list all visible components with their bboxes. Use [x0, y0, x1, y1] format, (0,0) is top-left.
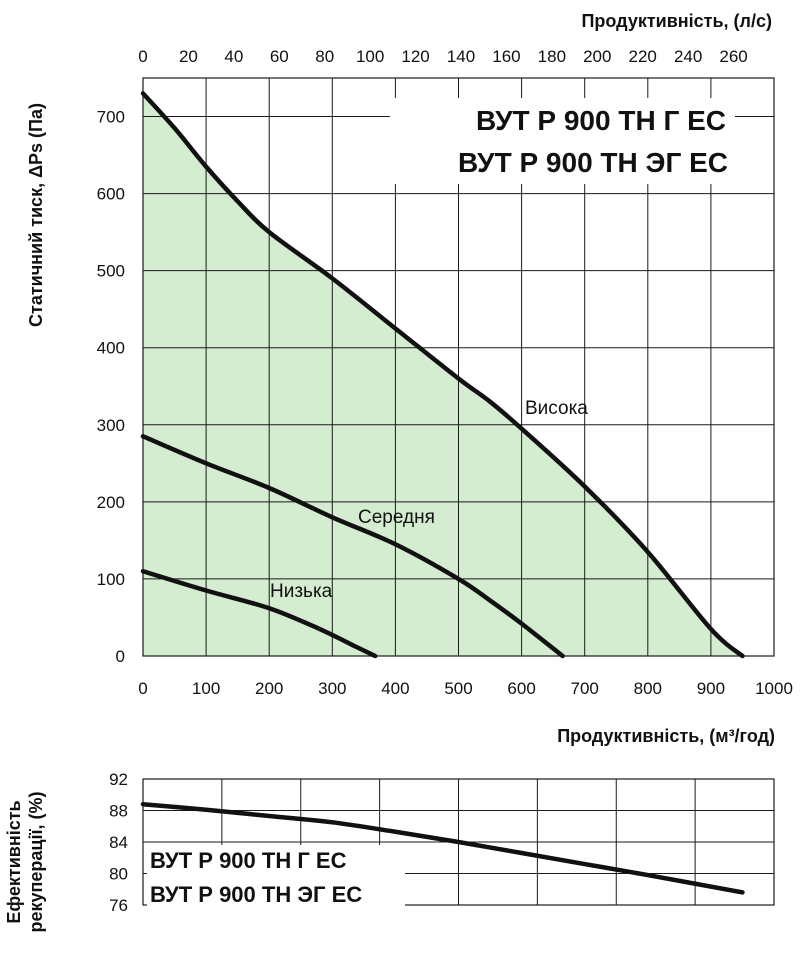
pressure-chart: 0 100 200 300 400 500 600 700 800 900 1000 0 20 40 60… [26, 11, 793, 746]
y-tick-labels: 0 100 200 300 400 500 600 700 [97, 108, 125, 666]
x2-tick-labels: 0 20 40 60 80 100 120 140 160 180 200 220 240 260 [138, 47, 747, 66]
y-tick-label: 700 [97, 108, 125, 127]
efficiency-model-line-2: ВУТ Р 900 ТН ЭГ ЕС [150, 882, 362, 907]
model-line-2: ВУТ Р 900 ТН ЭГ ЕС [458, 147, 728, 178]
curve-high [140, 91, 745, 659]
x2-tick-label: 160 [492, 47, 520, 66]
plot-frame [142, 77, 775, 657]
x2-tick-label: 220 [629, 47, 657, 66]
x2-tick-label: 180 [538, 47, 566, 66]
y-tick-label: 600 [97, 185, 125, 204]
model-box [390, 98, 735, 184]
x-tick-label: 400 [381, 679, 409, 698]
x-tick-label: 700 [571, 679, 599, 698]
efficiency-y-tick-label: 84 [109, 833, 128, 852]
operating-area [143, 93, 743, 656]
y-tick-label: 500 [97, 262, 125, 281]
pressure-curves [140, 91, 745, 659]
y-tick-label: 100 [97, 570, 125, 589]
efficiency-model-line-1: ВУТ Р 900 ТН Г ЕС [150, 848, 347, 873]
x2-tick-label: 60 [270, 47, 289, 66]
x-tick-label: 200 [255, 679, 283, 698]
y-axis-title: Статичний тиск, ΔPs (Па) [26, 103, 46, 327]
x2-tick-label: 120 [401, 47, 429, 66]
y-tick-label: 0 [116, 647, 125, 666]
x2-tick-label: 100 [356, 47, 384, 66]
y-tick-label: 300 [97, 416, 125, 435]
efficiency-y-tick-label: 80 [109, 865, 128, 884]
efficiency-y-tick-labels: 92 88 84 80 76 [109, 770, 128, 915]
x2-tick-label: 140 [447, 47, 475, 66]
curve-low [140, 568, 378, 659]
y-tick-label: 200 [97, 493, 125, 512]
efficiency-y-tick-label: 88 [109, 802, 128, 821]
x2-tick-label: 240 [674, 47, 702, 66]
x2-tick-label: 20 [179, 47, 198, 66]
x-tick-label: 600 [507, 679, 535, 698]
x2-tick-label: 80 [315, 47, 334, 66]
x2-tick-label: 260 [719, 47, 747, 66]
x2-axis-title: Продуктивність, (л/с) [581, 11, 772, 31]
series-label-low: Низька [270, 581, 333, 602]
efficiency-plot-frame [142, 778, 775, 906]
efficiency-y-title-1: Ефективність [4, 800, 24, 923]
operating-area-fill [143, 93, 743, 656]
efficiency-y-tick-label: 92 [109, 770, 128, 789]
x-tick-label: 800 [634, 679, 662, 698]
efficiency-y-tick-label: 76 [109, 896, 128, 915]
x-tick-label: 100 [192, 679, 220, 698]
x-tick-label: 500 [444, 679, 472, 698]
curve-medium [140, 434, 565, 659]
x-tick-label: 300 [318, 679, 346, 698]
x2-tick-label: 0 [138, 47, 147, 66]
x2-tick-label: 40 [224, 47, 243, 66]
series-label-high: Висока [525, 398, 588, 419]
x-tick-labels: 0 100 200 300 400 500 600 700 800 900 1000 [138, 679, 793, 698]
x-tick-label: 900 [697, 679, 725, 698]
x-axis-title: Продуктивність, (м³/год) [557, 726, 775, 746]
efficiency-line [140, 801, 745, 895]
x-tick-label: 1000 [755, 679, 793, 698]
x-tick-label: 0 [138, 679, 147, 698]
efficiency-curve [140, 801, 745, 895]
efficiency-model-box [147, 845, 405, 907]
series-label-medium: Середня [358, 507, 435, 528]
x2-tick-label: 200 [583, 47, 611, 66]
model-line-1: ВУТ Р 900 ТН Г ЕС [476, 105, 726, 136]
efficiency-y-title-2: рекуперації, (%) [26, 791, 46, 932]
efficiency-chart: 92 88 84 80 76 ВУТ Р 900 ТН Г ЕС ВУТ Р 900 Т… [4, 770, 775, 933]
y-tick-label: 400 [97, 339, 125, 358]
